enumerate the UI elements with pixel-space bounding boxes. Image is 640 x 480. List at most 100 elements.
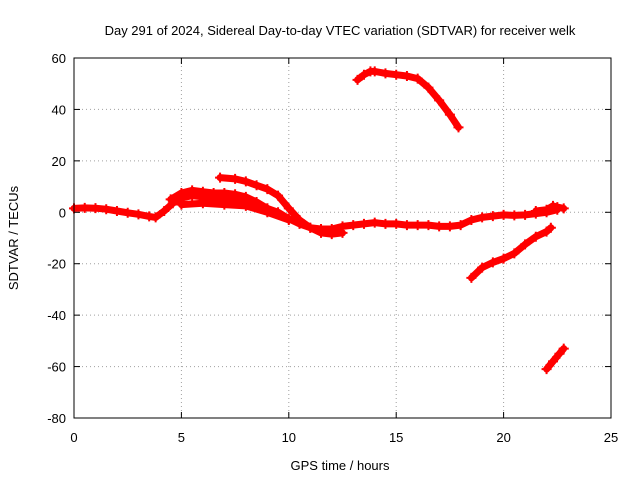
data-point: [144, 211, 155, 222]
data-point: [541, 364, 552, 375]
data-point: [262, 184, 273, 195]
data-point: [215, 172, 226, 183]
data-point: [159, 206, 170, 216]
data-point: [401, 71, 412, 81]
y-tick-label: -40: [47, 308, 66, 323]
data-point: [477, 212, 488, 223]
data-point: [380, 68, 391, 79]
series-arc-18h-points: [466, 222, 556, 283]
data-point: [369, 217, 380, 228]
series-group: [69, 66, 569, 375]
data-point: [434, 221, 445, 232]
data-point: [358, 69, 369, 80]
series-arc-13h-points: [352, 66, 464, 133]
series-arc-lower-ridge: [177, 199, 293, 224]
data-point: [240, 176, 251, 187]
series-arc-upper-ridge-points: [165, 185, 273, 214]
data-point: [509, 210, 520, 221]
data-point: [165, 194, 176, 205]
data-point: [545, 222, 556, 233]
data-point: [380, 218, 391, 229]
data-point: [391, 218, 402, 229]
data-point: [305, 222, 316, 233]
data-point: [197, 198, 208, 209]
x-tick-label: 20: [496, 430, 510, 445]
data-point: [401, 220, 412, 231]
x-tick-label: 15: [389, 430, 403, 445]
data-point: [133, 209, 144, 220]
data-point: [487, 257, 498, 268]
tick-labels: 0 5 10 15 20 25 -80 -60 -40 -20 0 20 40 60: [47, 51, 618, 445]
series-arc-22h-points: [541, 343, 569, 375]
y-tick-label: -80: [47, 411, 66, 426]
data-point: [326, 229, 337, 240]
data-point: [176, 199, 187, 210]
data-point: [219, 188, 230, 198]
data-point: [453, 122, 464, 133]
data-point: [316, 227, 327, 238]
data-point: [79, 202, 90, 213]
data-point: [498, 253, 509, 264]
data-point: [251, 180, 262, 191]
x-axis-label: GPS time / hours: [291, 458, 390, 473]
data-point: [90, 203, 101, 214]
data-point: [283, 215, 294, 225]
y-tick-label: -20: [47, 257, 66, 272]
data-point: [283, 203, 294, 214]
data-point: [466, 272, 477, 283]
x-tick-label: 0: [70, 430, 77, 445]
chart-title: Day 291 of 2024, Sidereal Day-to-day VTE…: [105, 23, 576, 38]
data-point: [150, 212, 161, 223]
data-point: [240, 200, 251, 211]
plot-frame: [73, 57, 612, 419]
y-tick-label: -60: [47, 360, 66, 375]
data-point: [412, 73, 423, 84]
data-point: [509, 248, 520, 259]
data-point: [498, 209, 509, 220]
data-point: [444, 221, 455, 232]
x-tick-label: 10: [282, 430, 296, 445]
data-point: [554, 348, 565, 359]
series-arc-7h-points: [215, 172, 348, 240]
series-arc-22h-top-points: [530, 200, 569, 216]
data-point: [558, 203, 569, 214]
data-point: [240, 191, 251, 202]
data-point: [548, 356, 559, 367]
data-point: [444, 109, 455, 120]
y-axis-label: SDTVAR / TECUs: [6, 185, 21, 290]
y-tick-label: 0: [59, 205, 66, 220]
data-point: [273, 190, 284, 201]
data-point: [230, 173, 241, 184]
data-point: [337, 227, 348, 238]
data-point: [466, 215, 477, 225]
data-point: [520, 239, 531, 250]
y-tick-label: 20: [52, 154, 66, 169]
data-point: [348, 220, 359, 231]
data-point: [187, 185, 198, 196]
grid: [74, 58, 611, 418]
data-point: [434, 95, 445, 106]
data-point: [552, 202, 563, 213]
data-point: [391, 69, 402, 80]
series-arc-upper-ridge: [167, 186, 271, 212]
data-point: [487, 211, 498, 222]
data-point: [352, 74, 363, 85]
data-point: [101, 204, 112, 215]
series-arc-22h: [543, 345, 568, 373]
x-tick-label: 25: [604, 430, 618, 445]
x-tick-label: 5: [178, 430, 185, 445]
data-point: [197, 186, 208, 197]
data-point: [530, 231, 541, 242]
data-point: [520, 209, 531, 220]
ticks: [73, 57, 612, 419]
data-point: [358, 218, 369, 229]
data-point: [230, 189, 241, 200]
series-arc-lower-ridge-points: [176, 198, 294, 225]
data-point: [423, 220, 434, 231]
data-point: [541, 204, 552, 215]
data-point: [122, 207, 133, 218]
data-point: [176, 188, 187, 198]
data-point: [219, 199, 230, 210]
data-point: [262, 207, 273, 218]
